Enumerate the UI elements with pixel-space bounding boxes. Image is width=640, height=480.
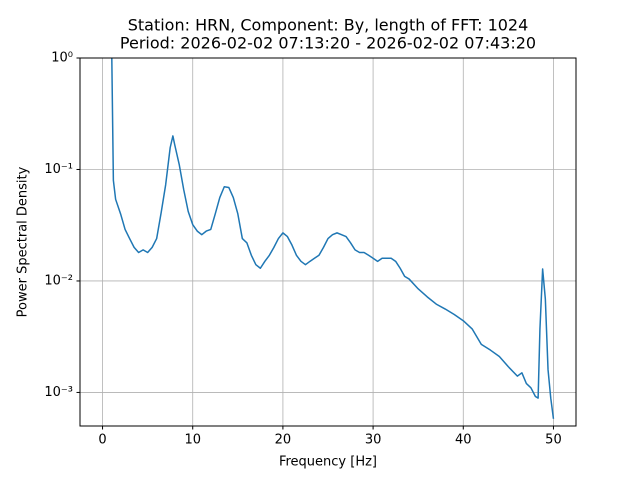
line bbox=[111, 58, 555, 419]
x-tick-label: 40 bbox=[455, 433, 472, 448]
plot-area bbox=[111, 58, 555, 419]
y-tick-label: 10⁰ bbox=[51, 51, 73, 66]
x-tick-label: 10 bbox=[184, 433, 201, 448]
x-tick-label: 50 bbox=[545, 433, 562, 448]
x-tick-label: 30 bbox=[365, 433, 382, 448]
axes-frame bbox=[79, 57, 577, 427]
chart-title: Station: HRN, Component: By, length of F… bbox=[128, 16, 529, 35]
y-axis-label: Power Spectral Density bbox=[16, 166, 31, 317]
x-axis-label: Frequency [Hz] bbox=[279, 455, 377, 470]
y-tick-label: 10⁻³ bbox=[44, 385, 73, 400]
x-tick-label: 20 bbox=[275, 433, 292, 448]
y-tick-label: 10⁻¹ bbox=[44, 162, 73, 177]
y-tick-label: 10⁻² bbox=[44, 273, 73, 288]
x-tick-label: 0 bbox=[98, 433, 106, 448]
ticks: 0 10 20 30 40 50 10⁰ 10⁻¹ 10⁻² 10⁻³ bbox=[44, 51, 561, 448]
chart-title: Period: 2026-02-02 07:13:20 - 2026-02-02… bbox=[120, 34, 536, 53]
